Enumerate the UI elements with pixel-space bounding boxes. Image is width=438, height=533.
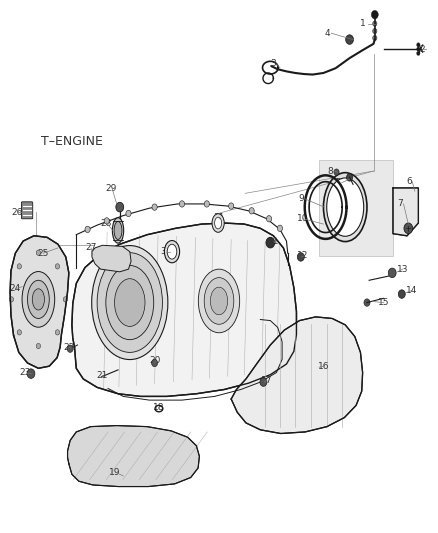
- Circle shape: [334, 169, 339, 175]
- Circle shape: [417, 47, 420, 51]
- Ellipse shape: [215, 217, 222, 229]
- Text: 13: 13: [396, 265, 408, 273]
- Polygon shape: [231, 317, 363, 433]
- Circle shape: [204, 201, 209, 207]
- Text: 24: 24: [9, 284, 21, 293]
- Polygon shape: [10, 236, 69, 368]
- Circle shape: [152, 359, 158, 367]
- Ellipse shape: [327, 178, 364, 236]
- Circle shape: [63, 297, 67, 302]
- Circle shape: [373, 21, 377, 26]
- Ellipse shape: [32, 289, 45, 310]
- Ellipse shape: [114, 221, 122, 239]
- Ellipse shape: [167, 244, 177, 259]
- Circle shape: [266, 237, 275, 248]
- Circle shape: [36, 250, 41, 255]
- Circle shape: [260, 378, 267, 386]
- Text: 20: 20: [149, 357, 161, 366]
- Circle shape: [17, 264, 21, 269]
- Text: T–ENGINE: T–ENGINE: [41, 135, 102, 148]
- Ellipse shape: [92, 246, 168, 360]
- Text: 6: 6: [406, 177, 412, 186]
- Text: 19: 19: [110, 468, 121, 477]
- Polygon shape: [92, 245, 131, 272]
- Circle shape: [85, 226, 90, 232]
- Circle shape: [229, 203, 234, 209]
- Circle shape: [346, 35, 353, 44]
- Circle shape: [36, 343, 41, 349]
- Text: 28: 28: [101, 219, 112, 228]
- Ellipse shape: [97, 253, 162, 352]
- Circle shape: [398, 290, 405, 298]
- Text: 21: 21: [96, 370, 108, 379]
- Ellipse shape: [106, 265, 154, 340]
- Text: 9: 9: [298, 194, 304, 203]
- Circle shape: [27, 369, 35, 378]
- Circle shape: [346, 174, 353, 181]
- Text: 16: 16: [318, 362, 330, 370]
- Circle shape: [373, 35, 377, 41]
- Circle shape: [55, 330, 60, 335]
- Circle shape: [99, 374, 104, 380]
- Text: 8: 8: [327, 166, 333, 175]
- Ellipse shape: [323, 173, 367, 241]
- Text: 26: 26: [11, 208, 22, 217]
- Text: 15: 15: [378, 298, 389, 307]
- Circle shape: [180, 201, 185, 207]
- Circle shape: [364, 299, 370, 306]
- Text: 11: 11: [268, 237, 279, 246]
- Circle shape: [389, 268, 396, 278]
- Text: 31: 31: [214, 213, 225, 222]
- Circle shape: [417, 43, 420, 47]
- Circle shape: [126, 211, 131, 216]
- Text: 4: 4: [324, 29, 330, 38]
- Circle shape: [297, 253, 304, 261]
- Text: 12: 12: [297, 252, 309, 261]
- Circle shape: [266, 216, 272, 222]
- Text: 10: 10: [297, 214, 309, 223]
- Polygon shape: [319, 160, 393, 256]
- Text: 14: 14: [406, 286, 417, 295]
- Circle shape: [404, 223, 413, 233]
- Ellipse shape: [113, 217, 124, 243]
- Circle shape: [152, 204, 157, 211]
- Text: 18: 18: [153, 402, 164, 411]
- Text: 29: 29: [106, 183, 117, 192]
- Text: 22: 22: [63, 343, 74, 352]
- Circle shape: [277, 225, 283, 231]
- Text: 2: 2: [419, 45, 425, 54]
- Ellipse shape: [164, 240, 180, 263]
- Text: 23: 23: [20, 368, 31, 377]
- Ellipse shape: [28, 280, 49, 318]
- Ellipse shape: [212, 214, 224, 232]
- Circle shape: [67, 345, 73, 352]
- Circle shape: [55, 264, 60, 269]
- Circle shape: [417, 51, 420, 55]
- Circle shape: [104, 217, 110, 224]
- Circle shape: [371, 11, 378, 19]
- Circle shape: [249, 208, 254, 214]
- Ellipse shape: [22, 271, 55, 327]
- Text: 30: 30: [160, 247, 172, 256]
- Text: 5: 5: [336, 178, 341, 187]
- Circle shape: [17, 330, 21, 335]
- Text: 7: 7: [397, 199, 403, 208]
- Circle shape: [9, 297, 14, 302]
- Ellipse shape: [115, 279, 145, 326]
- Text: 27: 27: [85, 244, 96, 253]
- Text: 1: 1: [360, 19, 366, 28]
- Polygon shape: [72, 223, 297, 397]
- FancyBboxPatch shape: [21, 202, 33, 219]
- Polygon shape: [67, 425, 199, 487]
- Ellipse shape: [204, 278, 234, 324]
- Text: 3: 3: [270, 60, 276, 68]
- Text: 25: 25: [37, 249, 49, 258]
- Circle shape: [116, 203, 124, 212]
- Ellipse shape: [198, 269, 240, 333]
- Polygon shape: [393, 188, 418, 236]
- Circle shape: [373, 28, 377, 34]
- Text: 17: 17: [261, 376, 272, 385]
- Ellipse shape: [210, 287, 228, 315]
